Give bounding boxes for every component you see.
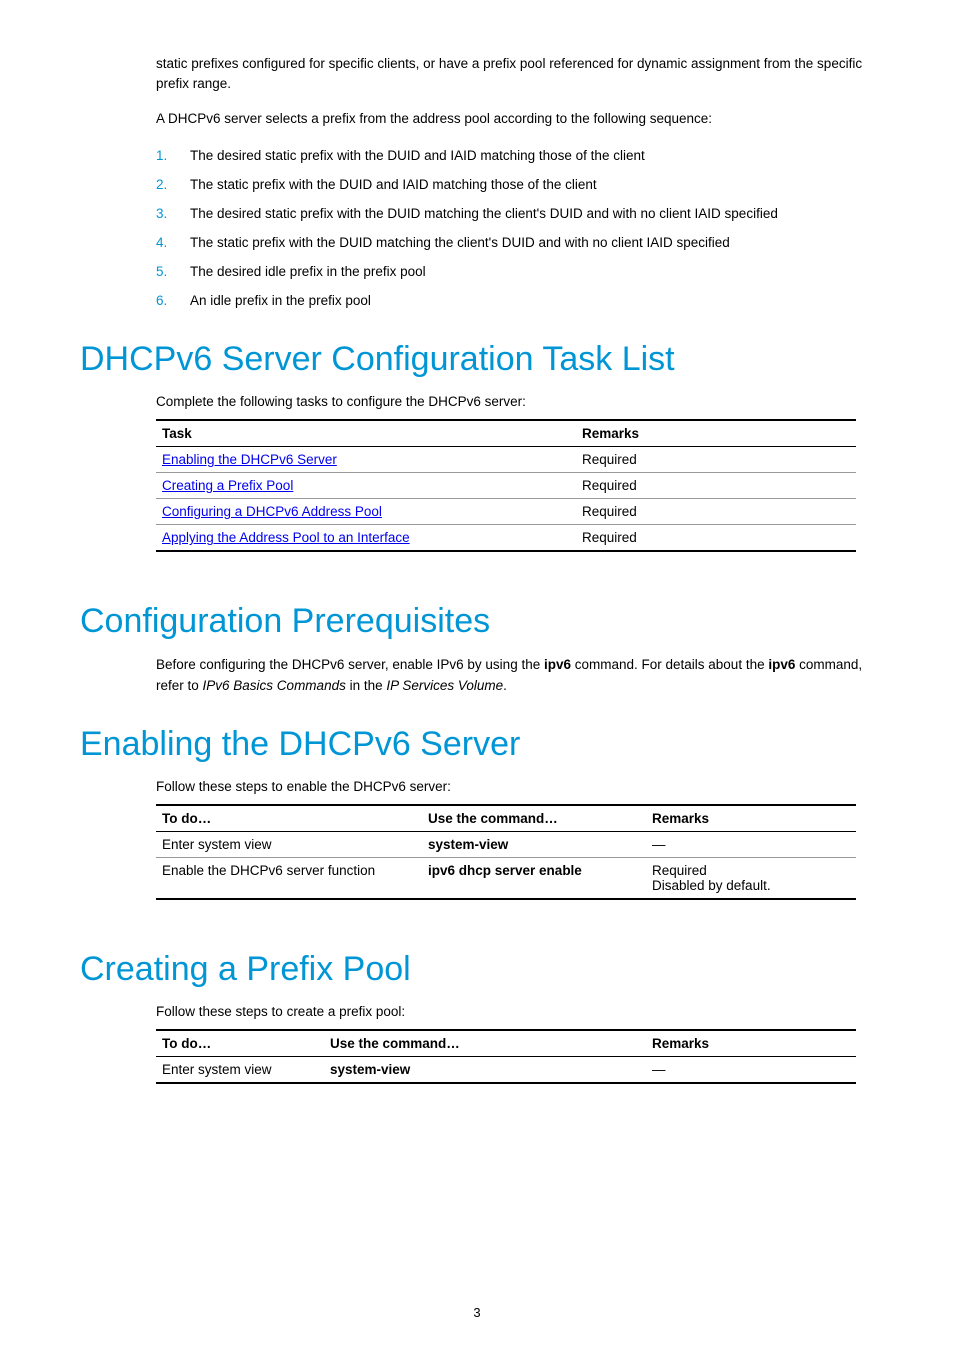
table-header-todo: To do…: [156, 805, 422, 832]
task-link[interactable]: Creating a Prefix Pool: [162, 478, 293, 493]
table-row: Enable the DHCPv6 server function ipv6 d…: [156, 857, 856, 899]
cell-remarks: —: [646, 831, 856, 857]
table-header-remarks: Remarks: [646, 1030, 856, 1057]
list-number: 4.: [156, 233, 190, 254]
list-item: 6.An idle prefix in the prefix pool: [156, 291, 874, 312]
table-header-row: Task Remarks: [156, 420, 856, 447]
remarks-line-2: Disabled by default.: [652, 878, 850, 893]
cell-todo: Enable the DHCPv6 server function: [156, 857, 422, 899]
text-part: .: [503, 678, 507, 693]
remarks-line-1: Required: [652, 863, 850, 878]
page-container: static prefixes configured for specific …: [0, 0, 954, 1350]
list-item: 1.The desired static prefix with the DUI…: [156, 146, 874, 167]
table-header-row: To do… Use the command… Remarks: [156, 805, 856, 832]
list-text: The desired static prefix with the DUID …: [190, 146, 645, 167]
table-header-task: Task: [156, 420, 576, 447]
cell-command: system-view: [422, 831, 646, 857]
list-text: The desired idle prefix in the prefix po…: [190, 262, 426, 283]
list-item: 4.The static prefix with the DUID matchi…: [156, 233, 874, 254]
cell-command: system-view: [324, 1057, 646, 1084]
heading-prefix-pool: Creating a Prefix Pool: [80, 950, 874, 989]
prefix-table: To do… Use the command… Remarks Enter sy…: [156, 1029, 856, 1084]
list-number: 2.: [156, 175, 190, 196]
enable-subtext: Follow these steps to enable the DHCPv6 …: [156, 777, 874, 798]
table-row: Configuring a DHCPv6 Address Pool Requir…: [156, 499, 856, 525]
task-remarks: Required: [576, 473, 856, 499]
table-header-row: To do… Use the command… Remarks: [156, 1030, 856, 1057]
intro-para-1: static prefixes configured for specific …: [156, 54, 874, 96]
task-link[interactable]: Configuring a DHCPv6 Address Pool: [162, 504, 382, 519]
text-part: Before configuring the DHCPv6 server, en…: [156, 657, 544, 672]
page-number: 3: [0, 1305, 954, 1320]
list-text: The desired static prefix with the DUID …: [190, 204, 778, 225]
enable-table: To do… Use the command… Remarks Enter sy…: [156, 804, 856, 900]
prereq-text: Before configuring the DHCPv6 server, en…: [156, 655, 874, 697]
intro-para-2: A DHCPv6 server selects a prefix from th…: [156, 109, 874, 130]
cell-todo: Enter system view: [156, 831, 422, 857]
list-number: 3.: [156, 204, 190, 225]
list-text: An idle prefix in the prefix pool: [190, 291, 371, 312]
sequence-list: 1.The desired static prefix with the DUI…: [156, 146, 874, 312]
prefix-subtext: Follow these steps to create a prefix po…: [156, 1002, 874, 1023]
task-link[interactable]: Enabling the DHCPv6 Server: [162, 452, 337, 467]
table-header-remarks: Remarks: [576, 420, 856, 447]
list-number: 6.: [156, 291, 190, 312]
table-row: Enter system view system-view —: [156, 831, 856, 857]
text-part: command. For details about the: [571, 657, 768, 672]
ref-ipv6-basics: IPv6 Basics Commands: [203, 678, 346, 693]
table-row: Enabling the DHCPv6 Server Required: [156, 447, 856, 473]
cell-remarks: Required Disabled by default.: [646, 857, 856, 899]
table-header-use: Use the command…: [324, 1030, 646, 1057]
list-text: The static prefix with the DUID and IAID…: [190, 175, 597, 196]
tasklist-subtext: Complete the following tasks to configur…: [156, 392, 874, 413]
list-text: The static prefix with the DUID matching…: [190, 233, 730, 254]
ref-ip-services: IP Services Volume: [386, 678, 503, 693]
list-item: 2.The static prefix with the DUID and IA…: [156, 175, 874, 196]
list-number: 5.: [156, 262, 190, 283]
command-ipv6: ipv6: [544, 657, 571, 672]
cell-remarks: —: [646, 1057, 856, 1084]
table-header-remarks: Remarks: [646, 805, 856, 832]
task-remarks: Required: [576, 499, 856, 525]
heading-enabling: Enabling the DHCPv6 Server: [80, 725, 874, 764]
list-item: 5.The desired idle prefix in the prefix …: [156, 262, 874, 283]
task-table: Task Remarks Enabling the DHCPv6 Server …: [156, 419, 856, 552]
cell-command: ipv6 dhcp server enable: [422, 857, 646, 899]
heading-task-list: DHCPv6 Server Configuration Task List: [80, 340, 874, 379]
table-row: Enter system view system-view —: [156, 1057, 856, 1084]
table-row: Creating a Prefix Pool Required: [156, 473, 856, 499]
list-item: 3.The desired static prefix with the DUI…: [156, 204, 874, 225]
table-row: Applying the Address Pool to an Interfac…: [156, 525, 856, 552]
table-header-use: Use the command…: [422, 805, 646, 832]
command-ipv6: ipv6: [768, 657, 795, 672]
text-part: in the: [346, 678, 387, 693]
task-link[interactable]: Applying the Address Pool to an Interfac…: [162, 530, 410, 545]
cell-todo: Enter system view: [156, 1057, 324, 1084]
task-remarks: Required: [576, 447, 856, 473]
heading-prerequisites: Configuration Prerequisites: [80, 602, 874, 641]
table-header-todo: To do…: [156, 1030, 324, 1057]
task-remarks: Required: [576, 525, 856, 552]
list-number: 1.: [156, 146, 190, 167]
